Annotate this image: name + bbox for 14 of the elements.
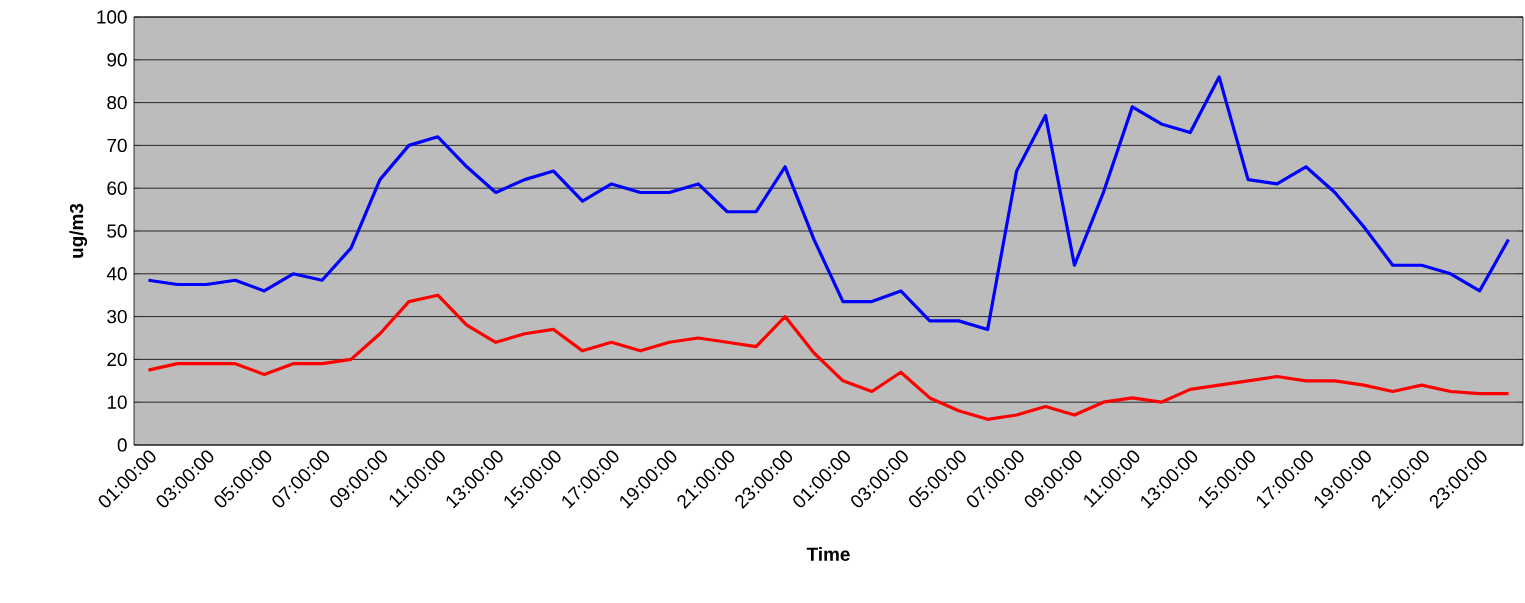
y-tick-label: 100	[97, 10, 127, 24]
y-tick-label: 40	[106, 267, 127, 281]
y-tick-label: 90	[107, 53, 127, 67]
x-axis-title: Time	[806, 547, 850, 561]
y-tick-label: 50	[107, 224, 127, 238]
y-axis-title: ug/m3	[69, 203, 88, 258]
line-series	[146, 75, 1511, 332]
y-tick-label: 10	[107, 395, 127, 409]
y-tick-label: 20	[107, 352, 127, 367]
y-tick-label: 70	[107, 138, 127, 153]
y-tick-label: 30	[107, 309, 127, 324]
y-tick-label: 80	[107, 95, 127, 110]
y-tick-label: 60	[107, 181, 127, 195]
y-tick-label: 0	[117, 438, 127, 452]
